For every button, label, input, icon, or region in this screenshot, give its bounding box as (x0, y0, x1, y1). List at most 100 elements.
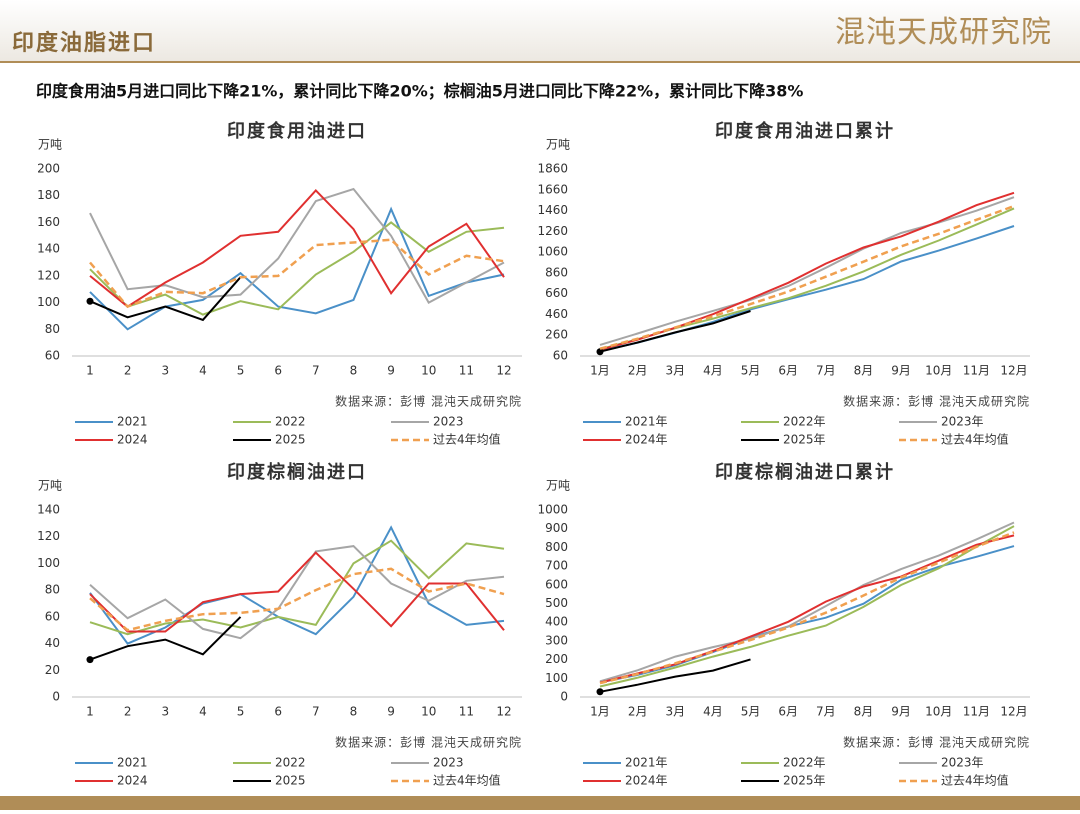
legend-label: 2021年 (625, 415, 668, 429)
legend-label: 过去4年均值 (433, 432, 501, 447)
y-tick-label: 80 (45, 583, 60, 597)
x-tick-label: 7 (312, 705, 320, 719)
x-tick-label: 9月 (891, 364, 911, 378)
legend-label: 2025 (275, 774, 306, 788)
legend-label: 2023年 (941, 415, 984, 429)
series-line (599, 521, 1015, 683)
x-tick-label: 11 (459, 364, 474, 378)
x-tick-label: 4 (199, 364, 207, 378)
chart-title: 印度食用油进口累计 (715, 120, 895, 142)
y-axis-unit: 万吨 (546, 479, 570, 493)
x-tick-label: 5 (237, 364, 245, 378)
series-marker (596, 348, 604, 356)
y-axis-unit: 万吨 (38, 479, 62, 493)
chart-title: 印度棕榈油进口累计 (715, 461, 895, 483)
y-tick-label: 1860 (537, 162, 568, 176)
series-line (599, 204, 1015, 350)
y-tick-label: 0 (560, 690, 568, 704)
x-tick-label: 5月 (741, 705, 761, 719)
header-band (0, 0, 1080, 62)
legend-label: 2022 (275, 415, 306, 429)
y-tick-label: 100 (37, 556, 60, 570)
legend-label: 2022年 (783, 756, 826, 770)
y-tick-label: 180 (37, 188, 60, 202)
header-logo: 混沌天成研究院 (835, 15, 1052, 50)
x-tick-label: 12月 (1000, 364, 1027, 378)
x-tick-label: 4月 (703, 364, 723, 378)
x-tick-label: 8 (350, 705, 358, 719)
legend-label: 2023 (433, 756, 464, 770)
source-note: 数据来源：彭博 混沌天成研究院 (335, 735, 522, 750)
x-tick-label: 3月 (665, 364, 685, 378)
series-line (599, 658, 751, 693)
x-tick-label: 6 (274, 705, 282, 719)
legend-label: 2024年 (625, 433, 668, 447)
series-marker (596, 688, 604, 696)
series-line (89, 238, 505, 309)
y-tick-label: 400 (545, 615, 568, 629)
series-line (89, 545, 505, 640)
legend-label: 过去4年均值 (433, 773, 501, 788)
x-tick-label: 1月 (590, 705, 610, 719)
y-tick-label: 600 (545, 577, 568, 591)
y-tick-label: 860 (545, 265, 568, 279)
x-tick-label: 2 (124, 705, 132, 719)
y-tick-label: 460 (545, 307, 568, 321)
footer-band (0, 796, 1080, 810)
x-tick-label: 1 (86, 705, 94, 719)
x-tick-label: 2月 (628, 364, 648, 378)
series-line (599, 310, 751, 353)
series-line (89, 551, 505, 633)
x-tick-label: 8月 (854, 705, 874, 719)
legend-label: 2024 (117, 433, 148, 447)
series-line (89, 539, 505, 636)
x-tick-label: 8月 (854, 364, 874, 378)
x-tick-label: 10月 (925, 364, 952, 378)
legend-label: 2021 (117, 415, 148, 429)
legend-label: 2025 (275, 433, 306, 447)
x-tick-label: 11月 (963, 705, 990, 719)
x-tick-label: 1月 (590, 364, 610, 378)
x-tick-label: 7月 (816, 705, 836, 719)
x-tick-label: 9月 (891, 705, 911, 719)
series-line (89, 221, 505, 316)
series-line (89, 206, 505, 331)
x-tick-label: 9 (387, 364, 395, 378)
x-tick-label: 6月 (778, 705, 798, 719)
x-tick-label: 12月 (1000, 705, 1027, 719)
x-tick-label: 12 (496, 705, 511, 719)
y-tick-label: 0 (52, 690, 60, 704)
series-line (89, 616, 242, 661)
series-line (599, 207, 1015, 351)
subtitle: 印度食用油5月进口同比下降21%，累计同比下降20%；棕榈油5月进口同比下降22… (36, 82, 803, 101)
series-marker (86, 656, 94, 664)
source-note: 数据来源：彭博 混沌天成研究院 (843, 735, 1030, 750)
legend-label: 过去4年均值 (941, 773, 1009, 788)
y-tick-label: 700 (545, 559, 568, 573)
x-tick-label: 11月 (963, 364, 990, 378)
x-tick-label: 3 (161, 705, 169, 719)
y-tick-label: 200 (545, 652, 568, 666)
y-tick-label: 1060 (537, 245, 568, 259)
x-tick-label: 10 (421, 705, 436, 719)
series-line (89, 188, 505, 308)
x-tick-label: 9 (387, 705, 395, 719)
x-tick-label: 4 (199, 705, 207, 719)
y-tick-label: 1260 (537, 224, 568, 238)
x-tick-label: 2 (124, 364, 132, 378)
x-tick-label: 12 (496, 364, 511, 378)
y-tick-label: 900 (545, 521, 568, 535)
source-note: 数据来源：彭博 混沌天成研究院 (843, 394, 1030, 409)
legend-label: 2025年 (783, 774, 826, 788)
series-marker (86, 297, 94, 305)
legend-label: 2023 (433, 415, 464, 429)
source-note: 数据来源：彭博 混沌天成研究院 (335, 394, 522, 409)
legend-label: 2024 (117, 774, 148, 788)
legend-label: 2021年 (625, 756, 668, 770)
y-tick-label: 120 (37, 529, 60, 543)
series-line (89, 276, 242, 322)
legend-label: 2021 (117, 756, 148, 770)
y-axis-unit: 万吨 (38, 138, 62, 152)
y-tick-label: 60 (553, 349, 568, 363)
